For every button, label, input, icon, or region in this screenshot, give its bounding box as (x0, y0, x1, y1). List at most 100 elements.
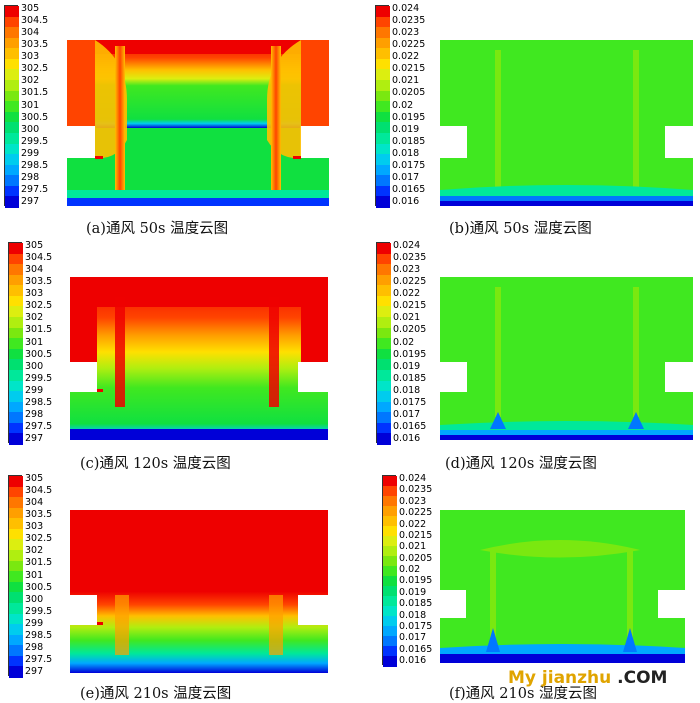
contour-svg (70, 510, 328, 673)
legend-tick-label: 0.0195 (399, 575, 433, 587)
legend-tick-label: 297 (25, 666, 44, 677)
legend-tick-label: 0.0165 (399, 643, 433, 655)
legend-swatch (5, 90, 19, 102)
contour-svg (440, 510, 685, 663)
legend-tick-label: 301 (25, 336, 44, 348)
legend-tick-label: 0.018 (399, 609, 427, 621)
legend-swatch (5, 143, 19, 155)
legend-tick-label: 0.024 (393, 240, 421, 251)
legend-tick-label: 304 (25, 497, 44, 509)
legend-swatch (376, 58, 390, 71)
legend-swatch (376, 6, 390, 18)
legend-tick-label: 0.02 (399, 564, 421, 575)
temperature-contour-50s (67, 40, 329, 206)
legend-swatch (9, 581, 23, 593)
legend-tick-label: 297.5 (25, 653, 53, 665)
legend-tick-label: 0.0235 (392, 15, 426, 27)
legend-swatch (9, 306, 23, 318)
legend-swatch (377, 285, 391, 297)
legend-swatch (9, 497, 23, 509)
legend-tick-label: 0.0185 (392, 135, 426, 147)
legend-swatch (5, 154, 19, 166)
legend-tick-label: 0.022 (399, 518, 427, 530)
legend-swatch (9, 592, 23, 604)
legend-swatch (376, 27, 390, 39)
legend-swatch (377, 412, 391, 424)
legend-tick-label: 299 (25, 617, 44, 629)
legend-tick-label: 300.5 (21, 111, 49, 123)
caption-c: (c)通风 120s 温度云图 (80, 456, 231, 472)
legend-tick-label: 0.024 (399, 473, 427, 484)
legend-swatch (9, 264, 23, 276)
legend-tick-label: 297 (25, 433, 44, 444)
legend-tick-label: 298.5 (25, 396, 53, 408)
legend-tick-label: 298 (21, 171, 40, 183)
legend-tick-label: 302.5 (25, 300, 53, 312)
legend-swatch (377, 306, 391, 318)
legend-tick-label: 0.021 (393, 312, 421, 324)
legend-swatch (376, 164, 390, 176)
temperature-contour-210s (70, 510, 328, 673)
contour-svg (440, 277, 693, 440)
legend-swatch (5, 48, 19, 60)
legend-swatch (9, 486, 23, 498)
humidity-contour-120s (440, 277, 693, 440)
legend-tick-label: 303.5 (25, 509, 53, 521)
legend-swatch (377, 264, 391, 276)
legend-tick-label: 299 (25, 384, 44, 396)
legend-swatch (9, 317, 23, 329)
legend-tick-label: 304.5 (21, 15, 49, 27)
legend-tick-label: 299 (21, 147, 40, 159)
legend-swatch (376, 90, 390, 102)
legend-tick-label: 303.5 (21, 39, 49, 51)
legend-tick-label: 303 (25, 521, 44, 533)
legend-swatch (9, 550, 23, 562)
legend-tick-label: 0.02 (393, 336, 415, 348)
legend-tick-label: 305 (21, 3, 40, 14)
legend-swatch (9, 613, 23, 625)
legend-swatch (383, 526, 397, 537)
contour-svg (70, 277, 328, 440)
legend-swatch (9, 476, 23, 488)
legend-swatch (383, 486, 397, 497)
legend-tick-label: 301.5 (25, 324, 53, 336)
legend-tick-label: 0.0215 (393, 300, 427, 312)
caption-e: (e)通风 210s 温度云图 (80, 686, 232, 702)
legend-tick-label: 0.0175 (392, 159, 426, 171)
watermark: My jianzhu .COM (508, 668, 667, 688)
legend-tick-label: 304.5 (25, 485, 53, 497)
legend-swatch (376, 143, 390, 155)
legend-tick-label: 302 (25, 545, 44, 557)
legend-swatch (383, 606, 397, 617)
legend-swatch (5, 164, 19, 176)
legend-swatch (376, 16, 390, 28)
legend-swatch (377, 274, 391, 286)
legend-swatch (5, 16, 19, 28)
legend-tick-label: 0.022 (392, 51, 420, 63)
legend-swatch (383, 586, 397, 597)
humidity-contour-50s (440, 40, 693, 206)
legend-tick-label: 0.018 (393, 384, 421, 396)
legend-tick-label: 0.018 (392, 147, 420, 159)
legend-swatch (376, 175, 390, 187)
legend-swatch (9, 571, 23, 583)
legend-tick-label: 302.5 (21, 63, 49, 75)
humidity-contour-210s (440, 510, 685, 663)
legend-tick-label: 0.019 (399, 586, 427, 598)
legend-swatch (377, 317, 391, 329)
legend-tick-label: 0.016 (399, 655, 427, 666)
legend-tick-label: 300.5 (25, 348, 53, 360)
legend-swatch (383, 556, 397, 567)
legend-tick-label: 0.0195 (393, 348, 427, 360)
legend-tick-label: 302.5 (25, 533, 53, 545)
legend-swatch (376, 154, 390, 166)
legend-tick-label: 0.0205 (393, 324, 427, 336)
legend-swatch (383, 516, 397, 527)
legend-swatch (5, 27, 19, 39)
legend-swatch (9, 539, 23, 551)
legend-swatch (9, 380, 23, 392)
caption-b: (b)通风 50s 湿度云图 (449, 221, 592, 237)
caption-f: (f)通风 210s 湿度云图 (449, 686, 598, 702)
legend-tick-label: 297.5 (25, 420, 53, 432)
legend-tick-label: 0.0225 (392, 39, 426, 51)
